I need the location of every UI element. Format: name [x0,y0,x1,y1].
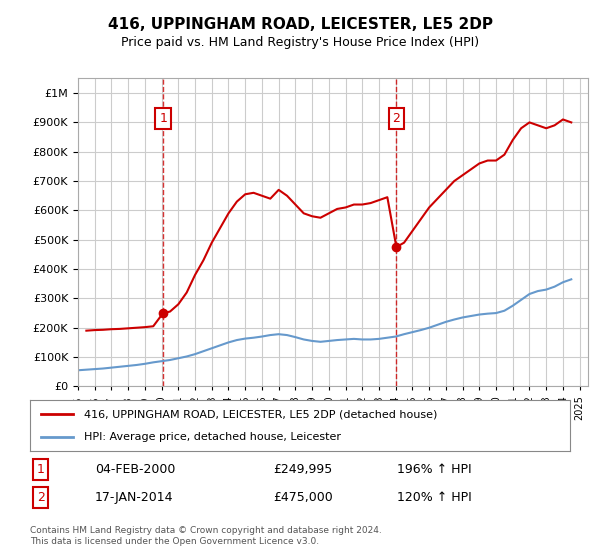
Text: 120% ↑ HPI: 120% ↑ HPI [397,491,472,504]
Text: £475,000: £475,000 [273,491,333,504]
Text: 1: 1 [37,463,45,476]
Text: 04-FEB-2000: 04-FEB-2000 [95,463,175,476]
Text: 2: 2 [392,112,400,125]
Text: 2: 2 [37,491,45,504]
Text: 416, UPPINGHAM ROAD, LEICESTER, LE5 2DP: 416, UPPINGHAM ROAD, LEICESTER, LE5 2DP [107,17,493,32]
Text: HPI: Average price, detached house, Leicester: HPI: Average price, detached house, Leic… [84,432,341,442]
Text: 416, UPPINGHAM ROAD, LEICESTER, LE5 2DP (detached house): 416, UPPINGHAM ROAD, LEICESTER, LE5 2DP … [84,409,437,419]
Text: 17-JAN-2014: 17-JAN-2014 [95,491,173,504]
Text: Price paid vs. HM Land Registry's House Price Index (HPI): Price paid vs. HM Land Registry's House … [121,36,479,49]
Text: 1: 1 [159,112,167,125]
Text: Contains HM Land Registry data © Crown copyright and database right 2024.
This d: Contains HM Land Registry data © Crown c… [30,526,382,546]
Text: £249,995: £249,995 [273,463,332,476]
Text: 196% ↑ HPI: 196% ↑ HPI [397,463,472,476]
